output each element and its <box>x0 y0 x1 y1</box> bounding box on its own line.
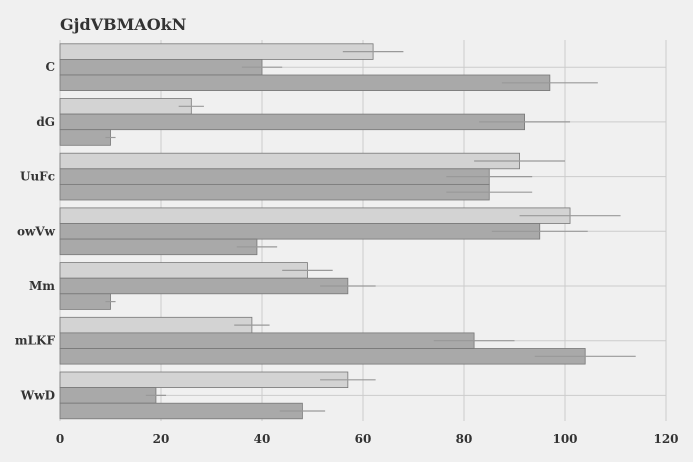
x-tick-label: 20 <box>153 432 170 446</box>
bar <box>59 59 263 76</box>
bar <box>59 223 541 240</box>
x-tick-labels: 0 20 40 60 80 100 120 <box>56 432 679 446</box>
y-tick-label: Mm <box>29 279 55 293</box>
bar <box>59 207 571 224</box>
bar <box>59 168 490 185</box>
bar <box>59 277 349 295</box>
bar <box>59 371 349 389</box>
bar <box>59 98 192 115</box>
x-tick-label: 80 <box>456 432 473 446</box>
bar <box>59 316 253 334</box>
y-tick-label: C <box>45 60 55 74</box>
bar <box>59 348 586 365</box>
bar <box>59 402 303 420</box>
bar <box>59 293 111 310</box>
y-tick-label: owVw <box>17 224 56 238</box>
x-tick-label: 0 <box>56 432 64 446</box>
x-tick-label: 120 <box>653 432 678 446</box>
bar <box>59 74 551 92</box>
bar <box>59 262 308 279</box>
bar <box>59 152 520 170</box>
bar <box>59 332 475 349</box>
bar <box>59 387 157 404</box>
bar <box>59 183 490 201</box>
bar <box>59 113 526 131</box>
chart-title: GjdVBMAOkN <box>60 15 186 34</box>
y-tick-label: dG <box>36 115 55 129</box>
bar <box>59 129 111 146</box>
y-tick-label: WwD <box>20 388 55 402</box>
x-tick-label: 100 <box>552 432 577 446</box>
error-bars <box>105 50 636 412</box>
bars <box>59 43 586 420</box>
x-tick-label: 40 <box>254 432 271 446</box>
y-tick-label: UuFc <box>20 170 55 184</box>
bar <box>59 43 374 60</box>
bar <box>59 238 258 256</box>
x-tick-label: 60 <box>355 432 372 446</box>
y-tick-label: mLKF <box>15 334 56 348</box>
y-tick-labels: CdG UuFc owVw Mm mLKF WwD <box>15 60 56 402</box>
